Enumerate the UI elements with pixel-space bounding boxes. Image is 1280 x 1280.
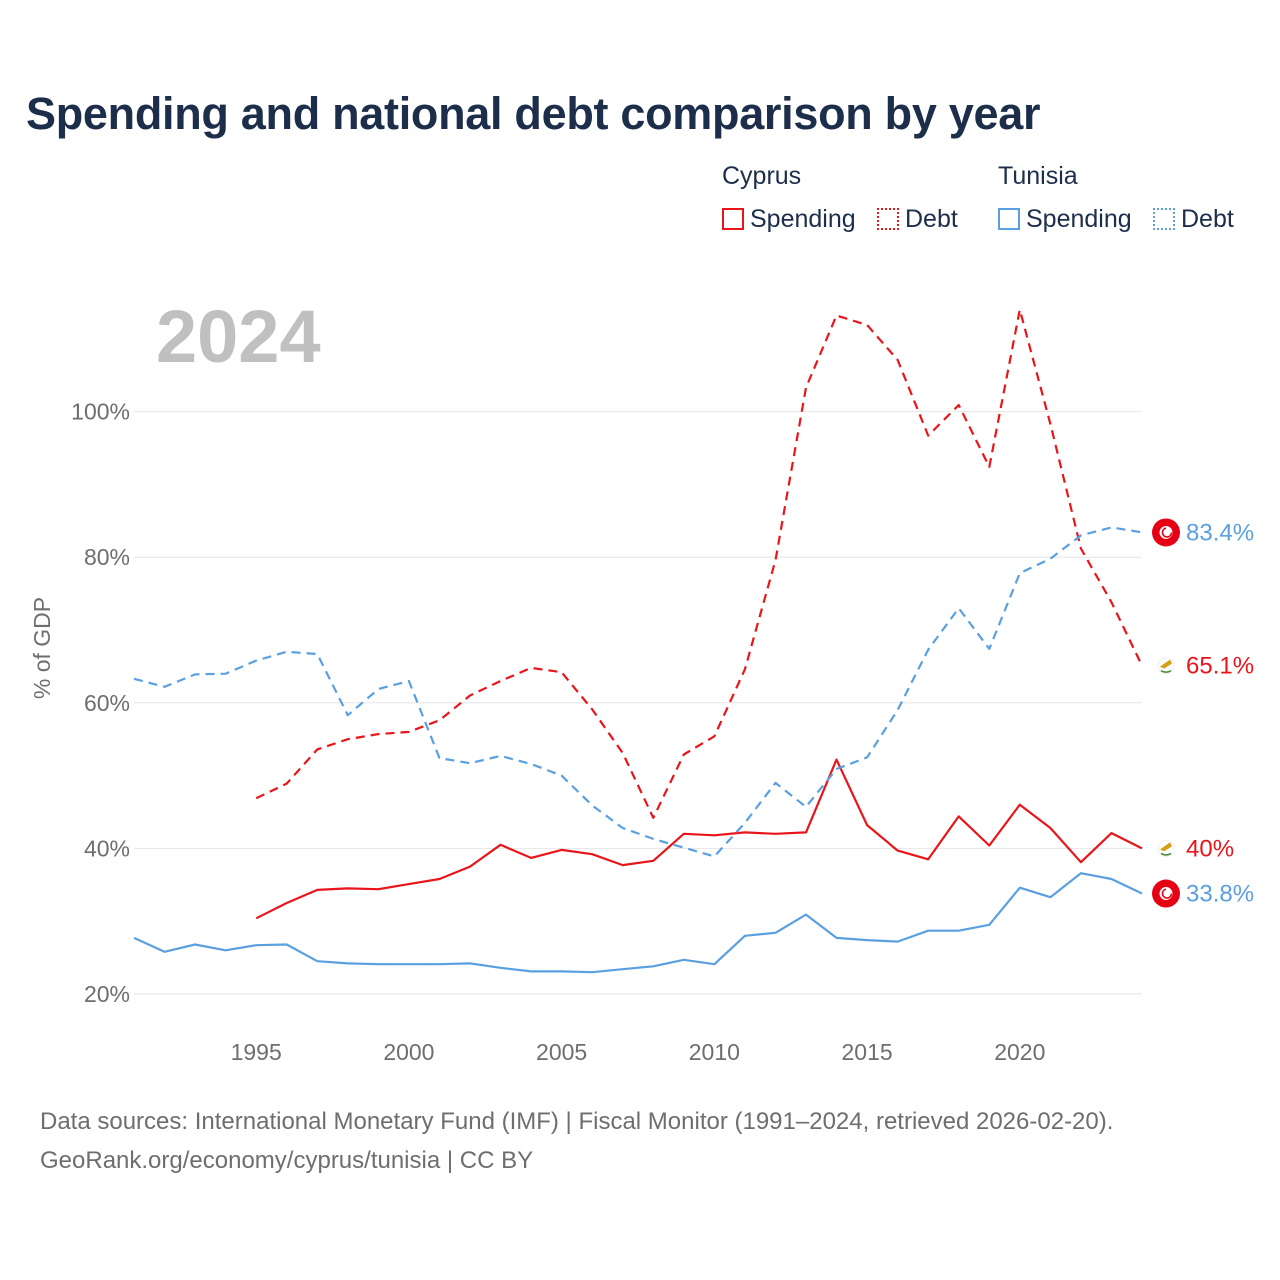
legend-item-cyprus-debt[interactable]: Debt: [877, 203, 958, 235]
end-labels: 40% 65.1% 33.8% 83.4%: [1152, 518, 1254, 908]
x-tick-label: 2005: [536, 1039, 587, 1065]
chart-title: Spending and national debt comparison by…: [26, 88, 1041, 139]
cyprus-debt-end-marker: [1157, 657, 1175, 675]
end-value-label: 40%: [1186, 835, 1234, 862]
legend-label: Spending: [1026, 204, 1132, 233]
tunisia-spending-end-marker: [1152, 879, 1180, 908]
end-value-label: 65.1%: [1186, 653, 1254, 680]
tunisia-spending-line: [133, 872, 1143, 974]
year-watermark: 2024: [156, 295, 321, 378]
footer-sources: Data sources: International Monetary Fun…: [40, 1108, 1114, 1135]
y-tick-label: 100%: [71, 399, 130, 425]
x-tick-label: 2010: [689, 1039, 740, 1065]
legend-group-tunisia: Tunisia: [998, 162, 1078, 190]
legend-label: Debt: [1181, 204, 1234, 233]
footer-attribution[interactable]: GeoRank.org/economy/cyprus/tunisia | CC …: [40, 1147, 534, 1174]
cyprus-flag-branches: [1160, 669, 1172, 673]
y-tick-label: 60%: [84, 690, 130, 716]
y-tick-label: 40%: [84, 835, 130, 861]
x-tick-label: 1995: [231, 1039, 282, 1065]
legend-item-tunisia-debt[interactable]: Debt: [1153, 203, 1234, 235]
x-tick-label: 2015: [842, 1039, 893, 1065]
tunisia-debt-end-marker: [1152, 518, 1180, 547]
legend-swatch-solid: [722, 208, 744, 230]
legend-label: Spending: [750, 204, 856, 233]
tunisia-flag-crescent: [1161, 888, 1173, 899]
end-value-label: 83.4%: [1186, 519, 1254, 546]
cyprus-flag-island: [1160, 659, 1172, 669]
legend-item-tunisia-spending[interactable]: Spending: [998, 203, 1132, 235]
legend-item-cyprus-spending[interactable]: Spending: [722, 203, 856, 235]
cyprus-flag-island: [1160, 842, 1172, 852]
cyprus-flag-branches: [1160, 852, 1172, 856]
x-tick-label: 2000: [383, 1039, 434, 1065]
legend-swatch-dotted: [877, 208, 899, 230]
y-axis-ticks: 20% 40% 60% 80% 100%: [71, 399, 130, 1007]
y-axis-label: % of GDP: [29, 597, 55, 699]
x-axis-ticks: 1995 2000 2005 2010 2015 2020: [231, 1039, 1046, 1065]
y-tick-label: 20%: [84, 981, 130, 1007]
legend-swatch-solid: [998, 208, 1020, 230]
cyprus-spending-end-marker: [1157, 839, 1175, 857]
legend-label: Debt: [905, 204, 958, 233]
cyprus-debt-line: [255, 308, 1143, 819]
end-value-label: 33.8%: [1186, 881, 1254, 908]
cyprus-spending-line: [255, 758, 1143, 920]
gridlines: [134, 411, 1142, 995]
tunisia-debt-line: [133, 526, 1143, 858]
legend-swatch-dotted: [1153, 208, 1175, 230]
series-lines: [133, 308, 1143, 974]
legend-group-cyprus: Cyprus: [722, 162, 802, 190]
y-tick-label: 80%: [84, 544, 130, 570]
x-tick-label: 2020: [994, 1039, 1045, 1065]
tunisia-flag-crescent: [1161, 527, 1173, 538]
